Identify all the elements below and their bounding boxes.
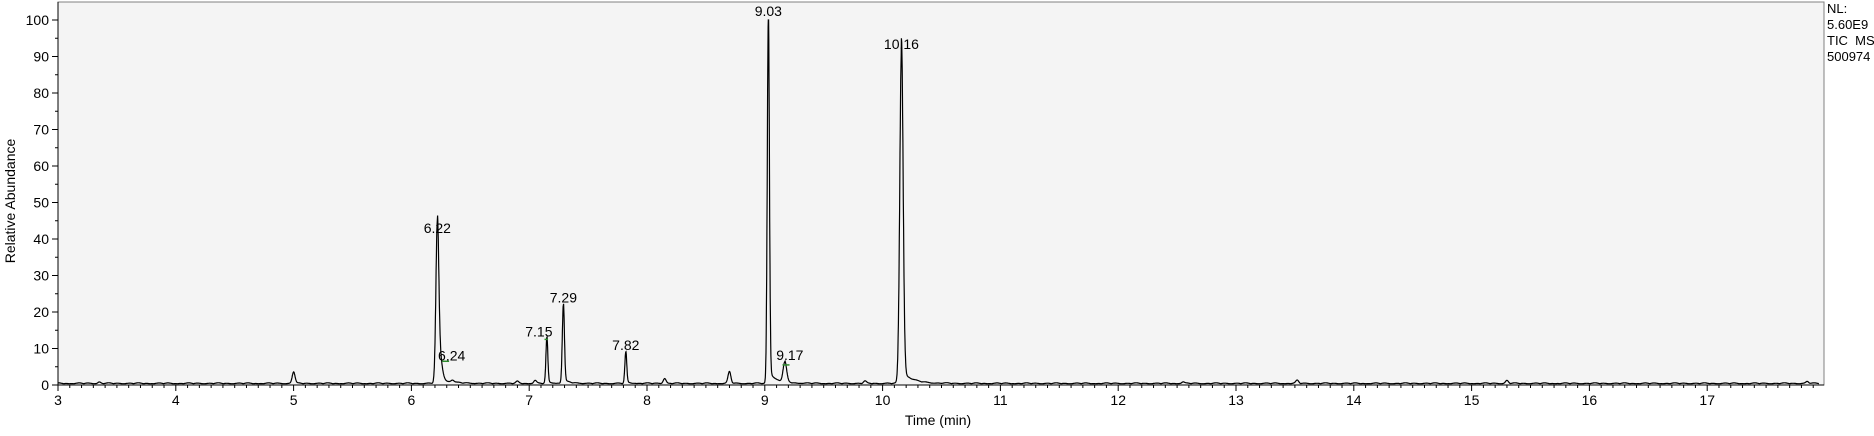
y-tick-label: 90 bbox=[33, 49, 49, 65]
x-tick-label: 12 bbox=[1110, 392, 1126, 408]
x-tick-label: 8 bbox=[643, 392, 651, 408]
peak-label: 7.82 bbox=[612, 337, 639, 353]
x-tick-label: 7 bbox=[525, 392, 533, 408]
plot-area bbox=[57, 1, 1825, 386]
y-tick-label: 100 bbox=[26, 12, 50, 28]
x-tick-label: 4 bbox=[172, 392, 180, 408]
y-tick-label: 40 bbox=[33, 231, 49, 247]
y-tick-label: 30 bbox=[33, 268, 49, 284]
y-axis-title: Relative Abundance bbox=[2, 139, 18, 264]
x-tick-label: 15 bbox=[1464, 392, 1480, 408]
y-tick-label: 80 bbox=[33, 85, 49, 101]
y-tick-label: 60 bbox=[33, 158, 49, 174]
x-tick-label: 14 bbox=[1346, 392, 1362, 408]
x-tick-label: 10 bbox=[875, 392, 891, 408]
axes: 3 4 5 6 7 8 9 10 11 12 13 14 15 16 17 0 10 20 30 40 50 60 70 80… bbox=[26, 2, 1824, 408]
tic-trace bbox=[58, 19, 1819, 385]
peak-label: 9.03 bbox=[755, 3, 782, 19]
x-tick-label: 17 bbox=[1699, 392, 1715, 408]
x-tick-label: 6 bbox=[408, 392, 416, 408]
y-tick-label: 50 bbox=[33, 195, 49, 211]
y-tick-label: 20 bbox=[33, 304, 49, 320]
info-panel: NL: 5.60E9 TIC MS 500974 bbox=[1827, 1, 1874, 64]
x-tick-label: 11 bbox=[993, 392, 1008, 408]
peak-label: 6.22 bbox=[424, 220, 451, 236]
file-name: 500974 bbox=[1827, 49, 1870, 64]
nl-value: 5.60E9 bbox=[1827, 17, 1868, 32]
peak-label: 7.29 bbox=[550, 290, 577, 306]
x-tick-label: 3 bbox=[54, 392, 62, 408]
peak-label: 9.17 bbox=[776, 347, 803, 363]
trace-type: TIC MS bbox=[1827, 33, 1874, 48]
peak-label: 7.15 bbox=[525, 323, 552, 339]
y-tick-label: 10 bbox=[33, 341, 49, 357]
peak-label: 6.24 bbox=[438, 347, 465, 363]
peak-label: 10.16 bbox=[884, 36, 919, 52]
y-tick-label: 70 bbox=[33, 122, 49, 138]
trace-group bbox=[58, 19, 1819, 385]
x-tick-label: 16 bbox=[1582, 392, 1598, 408]
x-axis-title: Time (min) bbox=[905, 412, 971, 428]
peak-labels: 6.22 6.24 7.15 7.29 7.82 9.03 9.17 10.16 bbox=[424, 3, 919, 366]
x-tick-label: 9 bbox=[761, 392, 769, 408]
y-tick-label: 0 bbox=[41, 377, 49, 393]
x-tick-label: 13 bbox=[1228, 392, 1244, 408]
nl-label: NL: bbox=[1827, 1, 1847, 16]
x-tick-label: 5 bbox=[290, 392, 298, 408]
